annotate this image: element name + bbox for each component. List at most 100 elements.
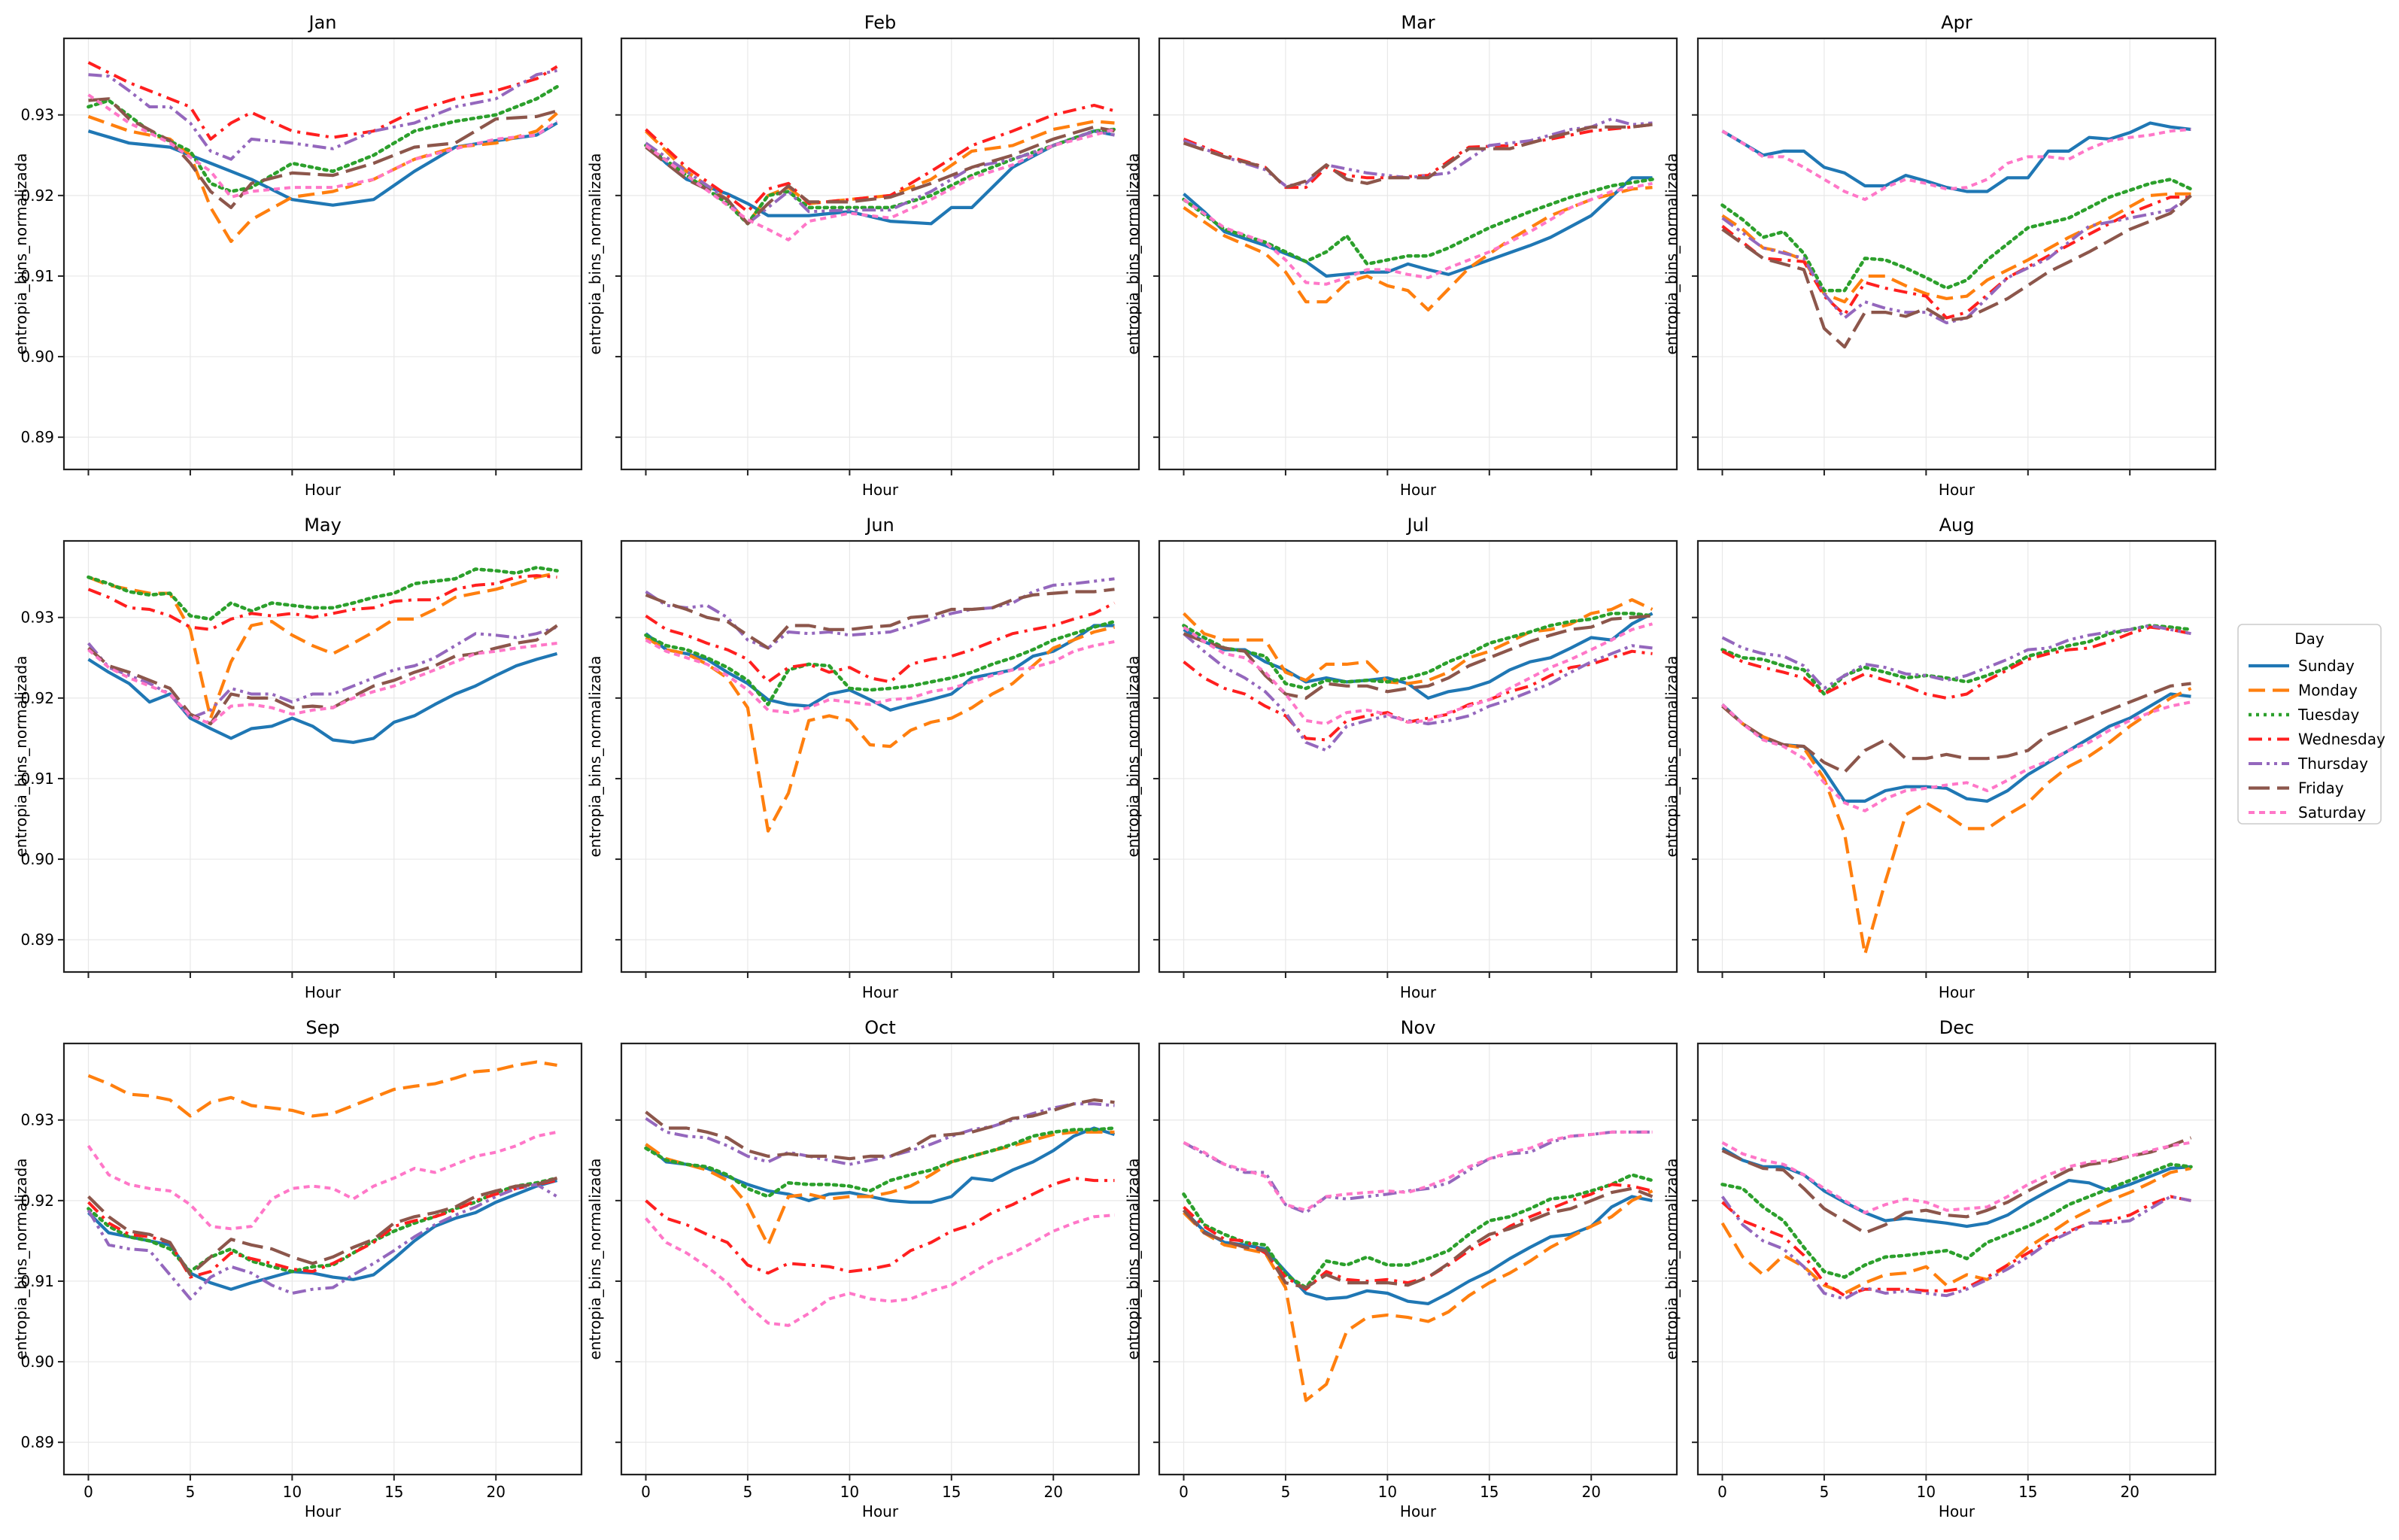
series-line-monday bbox=[1183, 1189, 1653, 1402]
series-line-thursday bbox=[1721, 194, 2192, 325]
x-tick-label: 5 bbox=[743, 1483, 753, 1501]
legend-label-saturday: Saturday bbox=[2298, 803, 2366, 822]
x-axis-label: Hour bbox=[862, 983, 899, 1001]
series-line-tuesday bbox=[1720, 178, 2193, 293]
panel-oct: 0 5 10 15 20 Oct Hour entropia_bins_normalizada bbox=[586, 1017, 1140, 1520]
x-tick-label: 5 bbox=[186, 1483, 196, 1501]
panel-feb: Feb Hour entropia_bins_normalizada bbox=[586, 12, 1140, 499]
y-axis-label: entropia_bins_normalizada bbox=[1663, 655, 1681, 857]
axes-frame bbox=[62, 1042, 583, 1476]
series-line-thursday bbox=[1183, 1130, 1653, 1214]
y-tick-label: 0.93 bbox=[20, 1111, 54, 1129]
x-axis-label: Hour bbox=[1400, 983, 1437, 1001]
series-line-monday bbox=[1721, 687, 2192, 956]
y-tick-label: 0.92 bbox=[20, 187, 54, 205]
series-line-sunday bbox=[1183, 612, 1653, 700]
axes-frame bbox=[620, 539, 1140, 974]
x-axis-label: Hour bbox=[1939, 983, 1975, 1001]
y-tick-label: 0.89 bbox=[20, 1433, 54, 1451]
x-axis-label: Hour bbox=[1400, 1502, 1437, 1520]
series-line-thursday bbox=[645, 129, 1115, 226]
series-line-sunday bbox=[645, 624, 1115, 712]
series-line-saturday bbox=[645, 638, 1115, 715]
series-line-sunday bbox=[87, 1179, 558, 1291]
series-line-monday bbox=[87, 1060, 557, 1118]
series-line-friday bbox=[88, 97, 558, 209]
series-line-tuesday bbox=[644, 619, 1116, 706]
axes-frame bbox=[1158, 539, 1678, 974]
x-axis-label: Hour bbox=[1400, 481, 1437, 499]
series-line-wednesday bbox=[645, 601, 1116, 684]
series-line-wednesday bbox=[1721, 625, 2191, 700]
y-axis-label: entropia_bins_normalizada bbox=[586, 655, 604, 857]
y-axis-label: entropia_bins_normalizada bbox=[1124, 1158, 1142, 1359]
x-tick-label: 20 bbox=[2121, 1483, 2139, 1501]
panel-title: Jul bbox=[1406, 515, 1429, 536]
series-line-monday bbox=[645, 625, 1115, 833]
x-tick-label: 10 bbox=[1917, 1483, 1936, 1501]
y-tick-label: 0.89 bbox=[20, 428, 54, 446]
series-line-thursday bbox=[1721, 624, 2191, 690]
x-tick-label: 10 bbox=[840, 1483, 859, 1501]
series-line-wednesday bbox=[1721, 196, 2191, 320]
y-tick-label: 0.93 bbox=[20, 609, 54, 627]
series-line-saturday bbox=[1721, 1141, 2191, 1214]
x-tick-label: 15 bbox=[2018, 1483, 2037, 1501]
series-line-tuesday bbox=[644, 1126, 1116, 1198]
x-tick-label: 0 bbox=[84, 1483, 93, 1501]
panel-may: 0.89 0.90 0.91 0.92 0.93 May Hour entropia_bins… bbox=[12, 515, 583, 1001]
series-line-sunday bbox=[1721, 121, 2191, 193]
y-tick-label: 0.90 bbox=[20, 1353, 54, 1371]
series-line-tuesday bbox=[644, 127, 1116, 226]
panel-title: Dec bbox=[1939, 1017, 1974, 1038]
x-tick-label: 5 bbox=[1820, 1483, 1830, 1501]
series-line-wednesday bbox=[1183, 649, 1653, 742]
x-tick-label: 15 bbox=[1480, 1483, 1499, 1501]
y-axis-label: entropia_bins_normalizada bbox=[586, 153, 604, 354]
y-axis-label: entropia_bins_normalizada bbox=[12, 153, 30, 354]
panel-dec: 0 5 10 15 20 Dec Hour entropia_bins_normalizada bbox=[1663, 1017, 2217, 1520]
series-line-saturday bbox=[87, 642, 557, 726]
series-line-friday bbox=[1183, 123, 1653, 190]
x-axis-label: Hour bbox=[1939, 481, 1975, 499]
x-axis-label: Hour bbox=[862, 481, 899, 499]
x-tick-label: 20 bbox=[1044, 1483, 1063, 1501]
y-axis-label: entropia_bins_normalizada bbox=[1663, 1158, 1681, 1359]
legend-title: Day bbox=[2294, 630, 2325, 648]
series-line-friday bbox=[87, 1176, 558, 1277]
y-tick-label: 0.91 bbox=[20, 770, 54, 788]
panel-apr: Apr Hour entropia_bins_normalizada bbox=[1663, 12, 2217, 499]
y-tick-label: 0.91 bbox=[20, 267, 54, 285]
x-axis-label: Hour bbox=[305, 1502, 342, 1520]
x-axis-label: Hour bbox=[305, 481, 342, 499]
axes-frame bbox=[1158, 37, 1678, 471]
series-line-saturday bbox=[1183, 181, 1653, 286]
axes-frame bbox=[1158, 1042, 1678, 1476]
series-line-thursday bbox=[87, 1183, 558, 1301]
panel-aug: Aug Hour entropia_bins_normalizada bbox=[1663, 515, 2217, 1001]
legend-label-thursday: Thursday bbox=[2297, 755, 2368, 773]
series-line-wednesday bbox=[1721, 1195, 2191, 1298]
series-line-saturday bbox=[644, 1213, 1115, 1327]
axes-frame bbox=[1696, 37, 2217, 471]
series-line-wednesday bbox=[645, 1176, 1115, 1275]
series-line-sunday bbox=[1183, 176, 1653, 278]
x-tick-label: 20 bbox=[487, 1483, 506, 1501]
series-line-monday bbox=[1720, 1166, 2191, 1295]
series-line-wednesday bbox=[645, 103, 1116, 214]
legend-label-friday: Friday bbox=[2298, 779, 2344, 797]
series-line-saturday bbox=[1721, 128, 2191, 202]
x-axis-label: Hour bbox=[862, 1502, 899, 1520]
series-line-friday bbox=[645, 1098, 1115, 1161]
axes-frame bbox=[62, 539, 583, 974]
x-tick-label: 0 bbox=[1717, 1483, 1727, 1501]
series-line-tuesday bbox=[1720, 624, 2193, 696]
x-tick-label: 0 bbox=[1179, 1483, 1189, 1501]
panel-title: Apr bbox=[1941, 12, 1972, 33]
panel-title: Mar bbox=[1401, 12, 1435, 33]
y-axis-label: entropia_bins_normalizada bbox=[586, 1158, 604, 1359]
series-line-monday bbox=[87, 112, 558, 243]
x-tick-label: 20 bbox=[1582, 1483, 1601, 1501]
series-line-tuesday bbox=[1182, 1173, 1654, 1289]
axes-frame bbox=[1696, 539, 2217, 974]
